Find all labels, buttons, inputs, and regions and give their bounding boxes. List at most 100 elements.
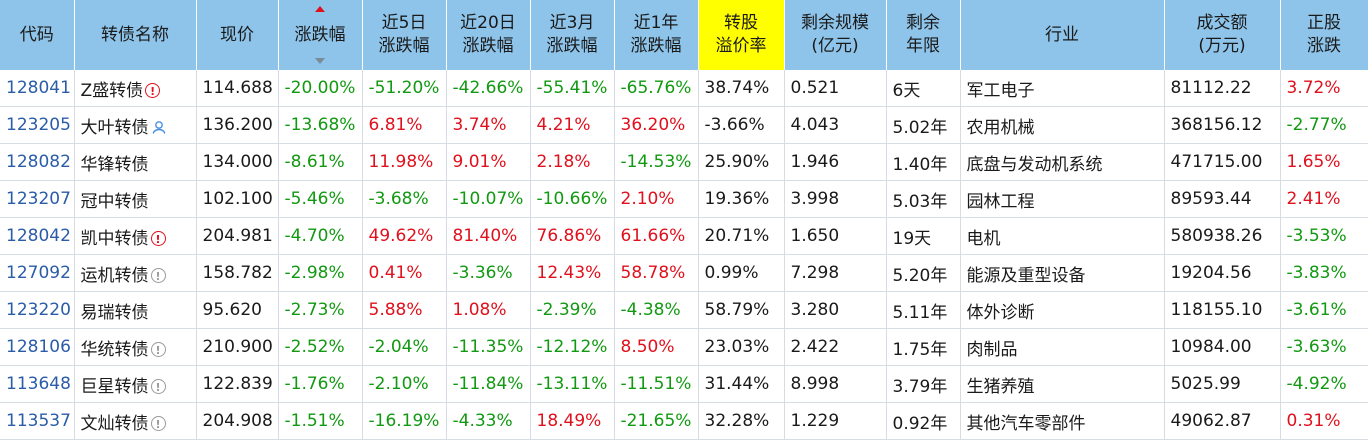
remaining-scale-text: 3.998 [790,189,840,209]
change-5d-cell: 49.62% [362,217,447,255]
premium-cell: 31.44% [698,365,785,403]
industry-text: 电机 [966,228,1001,249]
header-name[interactable]: 转债名称 [74,0,197,70]
bond-code-text: 127092 [6,263,71,283]
change-20d-text: 81.40% [452,226,518,246]
bond-name-text: 华统转债 [80,339,149,360]
header-1y[interactable]: 近1年 涨跌幅 [614,0,699,70]
industry-text: 其他汽车零部件 [966,413,1086,434]
table-row[interactable]: 127092 运机转债! 158.782 -2.98% 0.41% -3.36% 12.43… [0,254,1368,292]
bond-name-cell[interactable]: 华锋转债 [74,143,197,181]
change-20d-text: 9.01% [452,152,507,172]
bond-code-cell[interactable]: 128041 [0,70,75,107]
bond-name-cell[interactable]: 文灿转债! [74,402,197,440]
header-premium[interactable]: 转股 溢价率 [698,0,785,70]
volume-cell: 81112.22 [1164,70,1281,107]
remaining-years-cell: 3.79年 [886,365,961,403]
bond-code-text: 128106 [6,337,71,357]
industry-text: 园林工程 [966,191,1035,212]
bond-code-text: 113648 [6,374,71,394]
table-row[interactable]: 123205 大叶转债 136.200 -13.68% 6.81% 3.74% 4.21% 3… [0,106,1368,144]
change-cell: -1.51% [278,402,363,440]
bond-code-cell[interactable]: 127092 [0,254,75,292]
header-volume[interactable]: 成交额 (万元) [1164,0,1281,70]
change-1y-text: -11.51% [620,374,692,394]
change-20d-text: 1.08% [452,300,507,320]
bond-name-cell[interactable]: 凯中转债! [74,217,197,255]
person-icon[interactable] [151,120,167,136]
info-icon[interactable]: ! [150,342,166,357]
bond-name-cell[interactable]: 冠中转债 [74,180,197,218]
bond-code-cell[interactable]: 128106 [0,328,75,366]
remaining-years-cell: 5.02年 [886,106,961,144]
header-price[interactable]: 现价 [196,0,279,70]
header-5d[interactable]: 近5日 涨跌幅 [362,0,447,70]
change-cell: -5.46% [278,180,363,218]
change-text: -1.76% [284,374,345,394]
change-20d-cell: -3.36% [446,254,531,292]
header-20d[interactable]: 近20日 涨跌幅 [446,0,531,70]
header-scale[interactable]: 剩余规模 (亿元) [784,0,887,70]
table-row[interactable]: 128041 Z盛转债! 114.688 -20.00% -51.20% -42.66% -… [0,70,1368,107]
bond-code-cell[interactable]: 123205 [0,106,75,144]
change-text: -1.51% [284,411,345,431]
change-3m-text: 4.21% [536,115,591,135]
remaining-scale-cell: 3.280 [784,291,887,329]
change-text: -13.68% [284,115,356,135]
header-change[interactable]: 涨跌幅 [278,0,363,70]
bond-code-cell[interactable]: 128082 [0,143,75,181]
bond-code-cell[interactable]: 123207 [0,180,75,218]
table-row[interactable]: 128106 华统转债! 210.900 -2.52% -2.04% -11.35% -12… [0,328,1368,366]
bond-name-cell[interactable]: 大叶转债 [74,106,197,144]
header-stock-line1: 正股 [1307,13,1341,33]
change-cell: -1.76% [278,365,363,403]
bond-name-cell[interactable]: 巨星转债! [74,365,197,403]
change-5d-cell: 0.41% [362,254,447,292]
info-icon[interactable]: ! [150,268,166,283]
table-row[interactable]: 113648 巨星转债! 122.839 -1.76% -2.10% -11.84% -13… [0,365,1368,403]
header-3m[interactable]: 近3月 涨跌幅 [530,0,615,70]
change-text: -2.73% [284,300,345,320]
table-row[interactable]: 128082 华锋转债 134.000 -8.61% 11.98% 9.01% 2.18% -… [0,143,1368,181]
remaining-years-text: 1.75年 [892,339,948,360]
change-5d-text: 0.41% [368,263,423,283]
sort-ascending-icon [315,6,325,12]
volume-cell: 580938.26 [1164,217,1281,255]
change-cell: -13.68% [278,106,363,144]
change-1y-text: 2.10% [620,189,675,209]
stock-change-cell: 3.72% [1280,70,1368,107]
bond-code-cell[interactable]: 128042 [0,217,75,255]
table-row[interactable]: 128042 凯中转债! 204.981 -4.70% 49.62% 81.40% 76.8… [0,217,1368,255]
table-row[interactable]: 123220 易瑞转债 95.620 -2.73% 5.88% 1.08% -2.39% -4… [0,291,1368,329]
warning-icon[interactable]: ! [150,231,166,246]
header-stock[interactable]: 正股 涨跌 [1280,0,1368,70]
header-industry[interactable]: 行业 [960,0,1165,70]
bond-name-cell[interactable]: Z盛转债! [74,70,197,107]
remaining-years-text: 19天 [892,228,932,249]
remaining-years-text: 5.03年 [892,191,948,212]
bond-code-cell[interactable]: 113537 [0,402,75,440]
info-icon[interactable]: ! [150,416,166,431]
price-text: 134.000 [202,152,273,172]
warning-icon[interactable]: ! [145,83,161,98]
header-years[interactable]: 剩余 年限 [886,0,961,70]
table-row[interactable]: 113537 文灿转债! 204.908 -1.51% -16.19% -4.33% 18.… [0,402,1368,440]
stock-change-text: -3.61% [1286,300,1347,320]
header-code[interactable]: 代码 [0,0,75,70]
bond-code-cell[interactable]: 123220 [0,291,75,329]
bond-code-cell[interactable]: 113648 [0,365,75,403]
price-text: 122.839 [202,374,273,394]
header-scale-line2: (亿元) [811,36,859,56]
premium-cell: 0.99% [698,254,785,292]
change-3m-cell: 76.86% [530,217,615,255]
bond-name-cell[interactable]: 运机转债! [74,254,197,292]
bond-name-cell[interactable]: 易瑞转债 [74,291,197,329]
premium-text: 23.03% [704,337,770,357]
volume-cell: 471715.00 [1164,143,1281,181]
table-row[interactable]: 123207 冠中转债 102.100 -5.46% -3.68% -10.07% -10.… [0,180,1368,218]
remaining-scale-cell: 8.998 [784,365,887,403]
bond-name-cell[interactable]: 华统转债! [74,328,197,366]
volume-text: 368156.12 [1170,115,1263,135]
info-icon[interactable]: ! [150,379,166,394]
remaining-scale-cell: 1.650 [784,217,887,255]
